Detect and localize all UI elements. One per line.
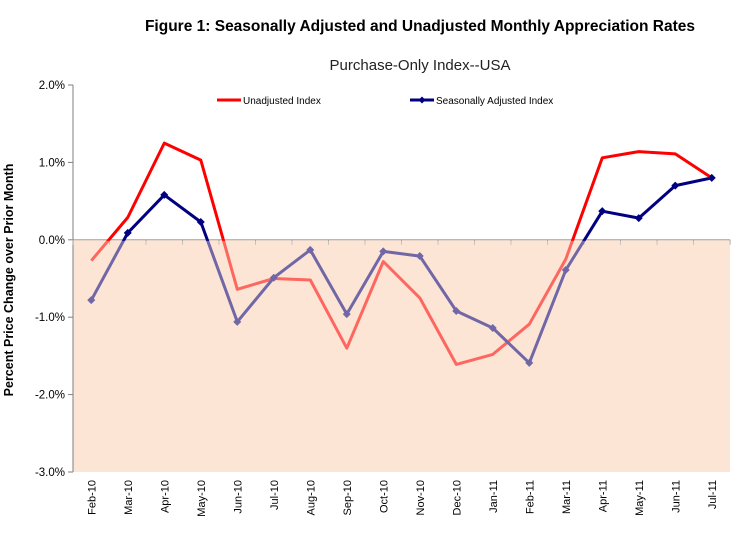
y-tick-label: -2.0% xyxy=(35,390,65,402)
x-tick-label: Mar-11 xyxy=(561,480,573,514)
data-point-marker xyxy=(306,245,315,254)
x-tick-label: Jun-10 xyxy=(232,480,244,514)
series-line xyxy=(89,176,713,365)
data-point-marker xyxy=(123,228,132,237)
x-tick-label: Jan-11 xyxy=(488,480,500,513)
y-tick-label: 2.0% xyxy=(39,80,65,92)
legend: Unadjusted Index Seasonally Adjusted Inde… xyxy=(217,96,553,107)
data-point-marker xyxy=(525,358,534,367)
data-point-marker xyxy=(269,273,278,282)
x-tick-label: Feb-10 xyxy=(86,480,98,515)
series-line xyxy=(90,141,713,366)
y-tick-label: -1.0% xyxy=(35,312,65,324)
data-point-marker xyxy=(634,214,643,223)
x-tick-label: Oct-10 xyxy=(378,480,390,513)
x-tick-label: Apr-11 xyxy=(597,480,609,512)
data-point-marker xyxy=(160,190,169,199)
y-tick-label: 0.0% xyxy=(39,235,65,247)
x-tick-label: Jun-11 xyxy=(670,480,682,513)
y-tick-label: -3.0% xyxy=(35,467,65,479)
x-tick-label: May-10 xyxy=(196,480,208,517)
data-point-marker xyxy=(452,307,461,316)
x-tick-label: Jul-10 xyxy=(269,480,281,510)
data-point-marker xyxy=(87,296,96,305)
x-tick-label: Jul-11 xyxy=(707,480,719,509)
legend-label: Unadjusted Index xyxy=(243,96,321,107)
chart-title: Figure 1: Seasonally Adjusted and Unadju… xyxy=(144,18,696,35)
x-tick-label: Nov-10 xyxy=(415,480,427,515)
data-point-marker xyxy=(598,207,607,216)
data-point-marker xyxy=(196,217,205,226)
series-unadjusted xyxy=(90,141,713,366)
data-point-marker xyxy=(379,247,388,256)
data-point-marker xyxy=(342,310,351,319)
x-tick-label: Aug-10 xyxy=(305,480,317,515)
series-seasonally-adjusted xyxy=(87,173,716,367)
chart-subtitle: Purchase-Only Index--USA xyxy=(329,57,511,74)
x-tick-label: Sep-10 xyxy=(342,480,354,515)
data-point-marker xyxy=(561,265,570,274)
x-tick-label: Mar-10 xyxy=(123,480,135,515)
negative-region-overlay xyxy=(74,240,730,472)
data-point-marker xyxy=(488,324,497,333)
data-point-marker xyxy=(671,181,680,190)
data-point-marker xyxy=(707,173,716,182)
legend-label: Seasonally Adjusted Index xyxy=(436,96,553,107)
data-point-marker xyxy=(233,317,242,326)
data-point-marker xyxy=(415,252,424,261)
x-tick-label: Dec-10 xyxy=(451,480,463,515)
legend-swatch-marker xyxy=(418,96,426,104)
y-tick-label: 1.0% xyxy=(39,157,65,169)
x-tick-label: May-11 xyxy=(634,480,646,516)
x-tick-label: Apr-10 xyxy=(159,480,171,513)
x-tick-label: Feb-11 xyxy=(524,480,536,514)
